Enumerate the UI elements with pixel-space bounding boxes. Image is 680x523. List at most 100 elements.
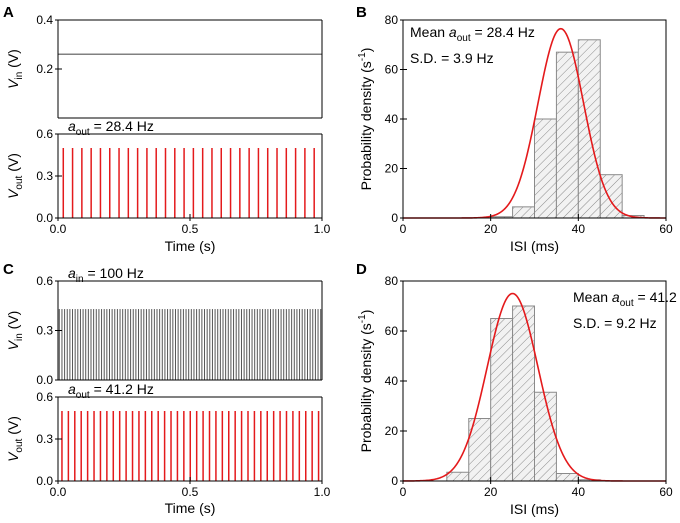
mean-annotation: Mean aout = 41.2 Hz: [573, 289, 680, 309]
y-tick-label: 0.0: [36, 211, 53, 225]
y-axis-label: Vin (V): [5, 49, 25, 89]
y-tick-label: 0.0: [36, 373, 53, 387]
mean-sub: out: [620, 298, 634, 309]
x-tick-label: 0.0: [50, 222, 67, 236]
y-label-unit: (V): [5, 49, 21, 72]
y-tick-label: 0.6: [36, 274, 53, 288]
panel-c-x-axis: 0.0 0.5 1.0 Time (s): [50, 477, 331, 516]
histogram-bar: [512, 206, 535, 219]
mean-annotation: Mean aout = 28.4 Hz: [410, 24, 535, 44]
y-label-end: ): [358, 48, 374, 53]
x-axis-label: ISI (ms): [510, 238, 559, 254]
y-label-unit: (V): [5, 311, 21, 334]
y-label-main: V: [5, 339, 21, 350]
y-tick-label: 0.4: [36, 13, 53, 27]
histogram-bar: [512, 305, 535, 482]
annotation-sub: out: [76, 127, 90, 138]
firing-rate-annotation: aout = 41.2 Hz: [68, 381, 154, 401]
panel-a-x-axis: 0.0 0.5 1.0 Time (s): [50, 214, 331, 254]
panel-b-histogram: 0 20 40 60 0 20 40 60 80 ISI (ms) Probability dens…: [357, 13, 673, 254]
y-tick-label: 40: [385, 374, 399, 388]
y-label-end: ): [358, 310, 374, 315]
mean-rest: = 28.4 Hz: [471, 24, 535, 40]
y-tick-label: 0.3: [36, 169, 53, 183]
y-tick-label: 0: [391, 211, 398, 225]
panel-letter-b: B: [356, 4, 367, 21]
y-axis-label: Probability density (s-1): [357, 310, 374, 453]
panel-c-input-plot: 0.0 0.3 0.6 Vin (V) ain = 100 Hz: [5, 265, 323, 387]
panel-d: D 0 20 40 60 0 20 40 60 80 ISI (ms) Probability de…: [356, 261, 680, 517]
x-tick-label: 0.0: [50, 485, 67, 499]
y-label-main: V: [5, 78, 21, 89]
y-tick-label: 40: [385, 112, 399, 126]
x-axis-label: ISI (ms): [510, 501, 559, 517]
histogram-bar: [555, 473, 579, 482]
annotation-main: a: [68, 381, 76, 397]
mean-main: a: [612, 289, 620, 305]
histogram-bar: [490, 318, 514, 482]
mean-prefix: Mean: [573, 289, 612, 305]
y-tick-label: 60: [385, 324, 399, 338]
histogram-bar: [446, 471, 470, 482]
y-tick-label: 80: [385, 274, 399, 288]
y-label-unit: (V): [5, 153, 21, 176]
y-label-main: V: [5, 188, 21, 199]
x-tick-label: 40: [572, 485, 586, 499]
y-label-sub: out: [14, 175, 25, 189]
y-tick-label: 20: [385, 162, 399, 176]
y-label-sup: -1: [357, 314, 368, 323]
y-tick-label: 60: [385, 63, 399, 77]
annotation-rest: = 100 Hz: [84, 265, 144, 281]
histogram-bar: [555, 51, 579, 219]
mean-sub: out: [457, 33, 471, 44]
y-label-main: Probability density (s: [358, 323, 374, 452]
y-label-sub: out: [14, 438, 25, 452]
histogram-bar: [534, 391, 557, 482]
y-tick-label: 0.0: [36, 474, 53, 488]
y-label-sup: -1: [357, 52, 368, 61]
firing-rate-annotation: ain = 100 Hz: [68, 265, 144, 285]
x-tick-label: 0.5: [182, 485, 199, 499]
histogram-bar: [534, 118, 557, 219]
x-axis-label: Time (s): [165, 238, 216, 254]
y-axis-label: Vin (V): [5, 311, 25, 351]
annotation-main: a: [68, 265, 76, 281]
x-tick-label: 1.0: [314, 222, 331, 236]
mean-main: a: [449, 24, 457, 40]
x-tick-label: 40: [572, 222, 586, 236]
y-axis-label: Vout (V): [5, 153, 25, 199]
y-tick-label: 0.6: [36, 390, 53, 404]
panel-b: B 0 20 40 60 0 20 40 60 80 ISI (ms) Probability de…: [356, 4, 673, 254]
y-label-sub: in: [14, 72, 25, 80]
x-axis-label: Time (s): [165, 500, 216, 516]
y-tick-label: 0.3: [36, 432, 53, 446]
x-tick-label: 60: [659, 485, 673, 499]
y-tick-label: 0: [391, 474, 398, 488]
x-tick-label: 1.0: [314, 485, 331, 499]
firing-rate-annotation: aout = 28.4 Hz: [68, 118, 154, 138]
panel-letter-c: C: [3, 261, 14, 278]
x-tick-label: 0: [400, 485, 407, 499]
y-axis-label: Vout (V): [5, 416, 25, 462]
y-axis-label: Probability density (s-1): [357, 48, 374, 191]
mean-rest: = 41.2 Hz: [634, 289, 680, 305]
annotation-sub: in: [76, 274, 84, 285]
x-tick-label: 0.5: [182, 222, 199, 236]
x-tick-label: 20: [484, 222, 498, 236]
y-tick-label: 80: [385, 13, 399, 27]
y-label-main: V: [5, 451, 21, 462]
panel-d-histogram: 0 20 40 60 0 20 40 60 80 ISI (ms) Probability dens…: [357, 274, 680, 517]
annotation-rest: = 41.2 Hz: [90, 381, 154, 397]
y-tick-label: 0.3: [36, 324, 53, 338]
y-tick-label: 0.2: [36, 62, 53, 76]
x-tick-label: 20: [484, 485, 498, 499]
y-tick-label: 20: [385, 424, 399, 438]
mean-prefix: Mean: [410, 24, 449, 40]
annotation-rest: = 28.4 Hz: [90, 118, 154, 134]
sd-annotation: S.D. = 9.2 Hz: [573, 315, 657, 331]
